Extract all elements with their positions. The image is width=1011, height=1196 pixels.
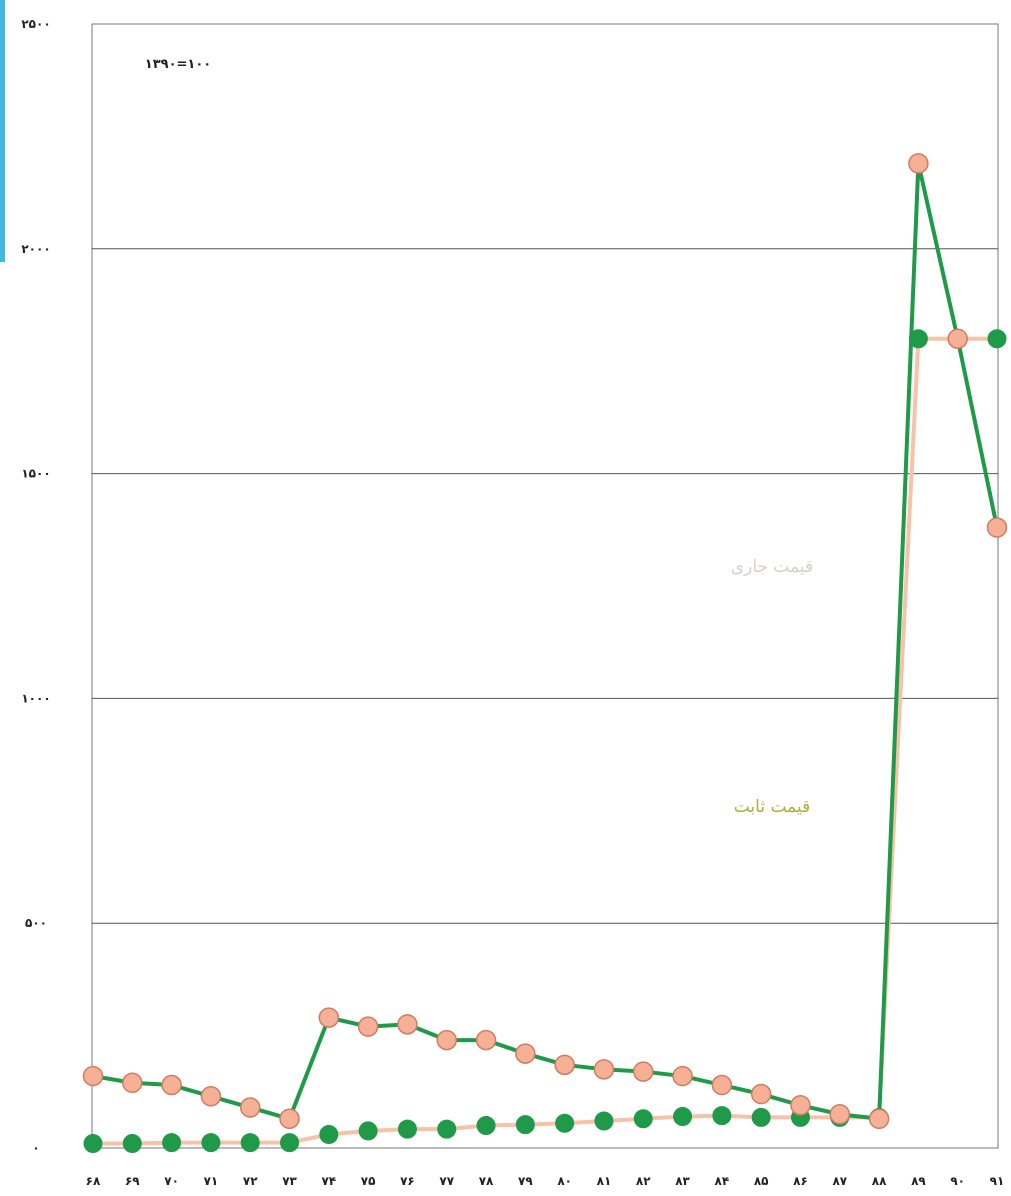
constant-price-point bbox=[83, 1134, 103, 1154]
x-tick-label: ۷۷ bbox=[439, 1174, 454, 1188]
current-price-point bbox=[475, 1029, 497, 1051]
x-tick-label: ۸۵ bbox=[754, 1174, 769, 1188]
x-tick-label: ۸۸ bbox=[872, 1174, 887, 1188]
x-tick-label: ۸۴ bbox=[715, 1174, 730, 1188]
current-price-point bbox=[593, 1059, 615, 1080]
current-price-point bbox=[357, 1016, 379, 1037]
x-tick-label: ۷۵ bbox=[361, 1174, 376, 1188]
current-price-point bbox=[436, 1029, 457, 1051]
current-price-point bbox=[947, 328, 968, 349]
current-price-point bbox=[633, 1061, 654, 1082]
x-tick-label: ۸۳ bbox=[675, 1174, 690, 1188]
series-current-price bbox=[82, 153, 1008, 1130]
x-tick-label: ۸۰ bbox=[557, 1174, 572, 1188]
current-price-point bbox=[554, 1054, 575, 1076]
current-price-point bbox=[122, 1072, 143, 1094]
y-tick-label: ۲۰۰۰ bbox=[21, 242, 50, 256]
current-price-point bbox=[161, 1074, 182, 1096]
x-tick-label: ۷۱ bbox=[204, 1174, 219, 1188]
current-price-point bbox=[986, 517, 1008, 538]
x-tick-label: ۸۶ bbox=[793, 1174, 808, 1188]
current-price-point bbox=[672, 1065, 693, 1087]
current-price-point bbox=[750, 1083, 772, 1105]
constant-price-point bbox=[201, 1133, 221, 1153]
x-tick-label: ۹۰ bbox=[950, 1174, 965, 1188]
annotation-current-price: قیمت جاری bbox=[731, 557, 813, 577]
constant-price-point bbox=[358, 1121, 378, 1141]
constant-price-point bbox=[280, 1133, 300, 1153]
constant-price-point bbox=[673, 1107, 693, 1127]
constant-price-point bbox=[751, 1107, 771, 1127]
x-tick-label: ۶۹ bbox=[125, 1174, 140, 1188]
x-tick-label: ۸۹ bbox=[911, 1174, 926, 1188]
x-tick-label: ۷۸ bbox=[479, 1174, 494, 1188]
constant-price-point bbox=[515, 1115, 535, 1135]
current-price-point bbox=[239, 1097, 261, 1118]
x-tick-label: ۷۲ bbox=[243, 1174, 258, 1188]
constant-price-point bbox=[319, 1125, 339, 1145]
current-price-point bbox=[790, 1095, 811, 1116]
current-price-point bbox=[711, 1074, 733, 1096]
current-price-point bbox=[515, 1043, 536, 1064]
plot-area bbox=[91, 23, 999, 1149]
x-tick-label: ۷۴ bbox=[321, 1174, 336, 1188]
x-tick-label: ۶۸ bbox=[86, 1174, 101, 1188]
x-tick-label: ۷۳ bbox=[282, 1174, 297, 1188]
x-tick-label: ۷۶ bbox=[400, 1174, 415, 1188]
current-price-point bbox=[908, 153, 929, 174]
constant-price-point bbox=[633, 1109, 653, 1129]
constant-price-point bbox=[437, 1119, 457, 1139]
constant-price-point bbox=[162, 1133, 182, 1153]
current-price-point bbox=[82, 1065, 104, 1087]
current-price-point bbox=[318, 1007, 340, 1028]
constant-price-point bbox=[594, 1111, 614, 1131]
side-accent-bar bbox=[0, 0, 5, 262]
x-tick-label: ۸۲ bbox=[636, 1174, 651, 1188]
current-price-point bbox=[397, 1014, 418, 1035]
x-tick-label: ۷۰ bbox=[164, 1174, 179, 1188]
constant-price-point bbox=[122, 1134, 142, 1154]
current-price-point bbox=[829, 1104, 851, 1125]
constant-price-point bbox=[712, 1106, 732, 1126]
annotation-constant-price: قیمت ثابت bbox=[734, 797, 811, 817]
y-tick-label: ۵۰۰ bbox=[25, 916, 47, 930]
constant-price-point bbox=[397, 1119, 417, 1139]
y-tick-label: ۰ bbox=[32, 1141, 39, 1155]
x-tick-label: ۸۷ bbox=[832, 1174, 847, 1188]
y-tick-label: ۲۵۰۰ bbox=[21, 17, 50, 31]
current-price-point bbox=[868, 1108, 890, 1130]
y-axis-ticks: ۰ ۵۰۰ ۱۰۰۰ ۱۵۰۰ ۲۰۰۰ ۲۵۰۰ bbox=[21, 17, 50, 1155]
current-price-point bbox=[279, 1108, 300, 1130]
x-axis-ticks: ۶۸ ۶۹ ۷۰ ۷۱ ۷۲ ۷۳ ۷۴ ۷۵ ۷۶ ۷۷ ۷۸ ۷۹ ۸۰ ۸۱ ۸۲ ۸۳ ۸۴ ۸۵ ۸۶ ۸۷… bbox=[86, 1174, 1005, 1188]
x-tick-label: ۸۱ bbox=[597, 1174, 612, 1188]
constant-price-point bbox=[555, 1113, 575, 1133]
gridlines bbox=[92, 248, 998, 924]
constant-price-point bbox=[476, 1116, 496, 1136]
x-tick-label: ۹۱ bbox=[990, 1174, 1005, 1188]
constant-price-point bbox=[987, 329, 1007, 349]
base-year-label: ۱۳۹۰=۱۰۰ bbox=[145, 57, 211, 72]
y-tick-label: ۱۰۰۰ bbox=[21, 691, 50, 705]
y-tick-label: ۱۵۰۰ bbox=[21, 467, 50, 481]
current-price-point bbox=[200, 1086, 222, 1107]
x-tick-label: ۷۹ bbox=[518, 1174, 533, 1188]
constant-price-point bbox=[240, 1133, 260, 1153]
